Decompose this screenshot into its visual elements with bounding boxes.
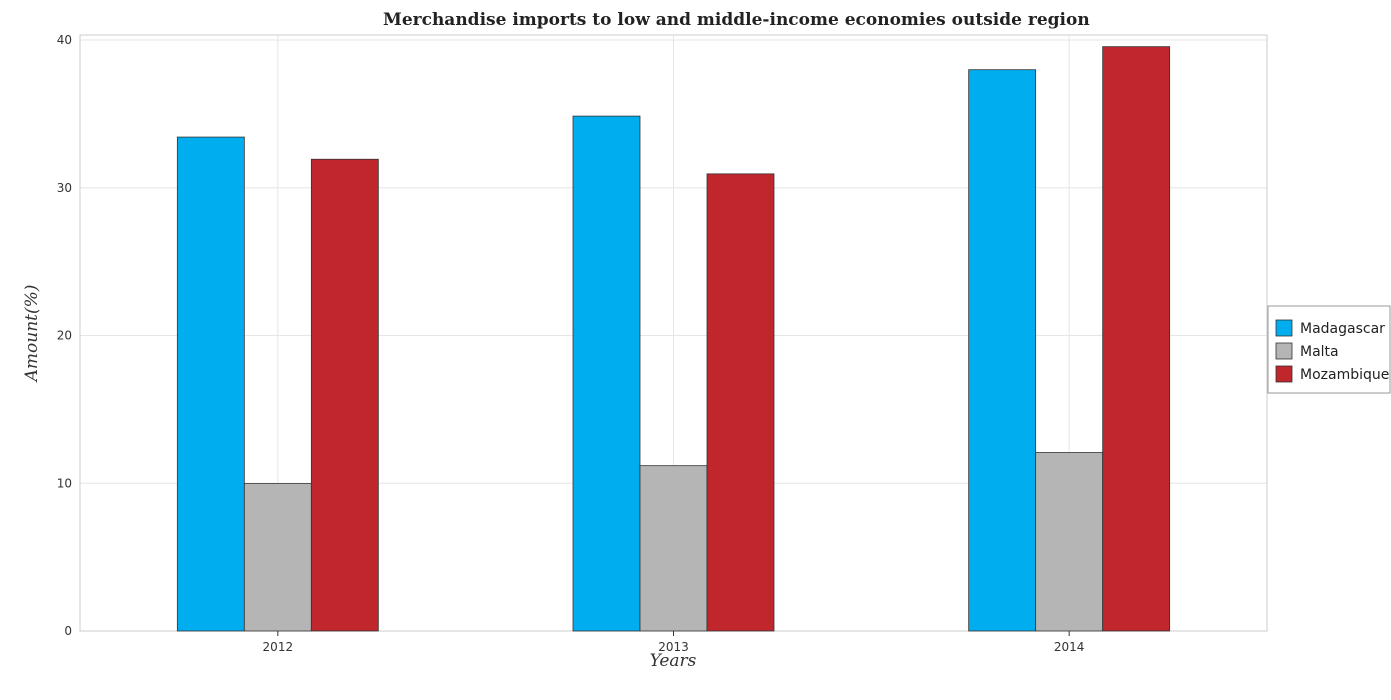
x-tick-label: 2012 [263,640,294,654]
bar-mozambique-2012 [310,158,379,632]
legend-swatch-mozambique [1275,365,1293,383]
y-tick-label: 30 [57,181,72,195]
legend: Madagascar Malta Mozambique [1267,305,1391,394]
chart-title: Merchandise imports to low and middle-in… [383,10,1090,30]
legend-label-malta: Malta [1300,344,1339,360]
bar-malta-2013 [639,465,708,632]
y-tick-label: 10 [57,476,72,490]
x-tick-label: 2013 [658,640,689,654]
bar-madagascar-2012 [176,136,245,632]
bars [176,46,1171,632]
bar-malta-2014 [1035,452,1104,632]
legend-label-mozambique: Mozambique [1300,367,1389,383]
y-ticks: 0 10 20 30 40 [57,33,72,638]
legend-swatch-malta [1275,342,1293,360]
y-tick-label: 20 [57,329,72,343]
y-axis-label: Amount(%) [22,285,42,384]
legend-swatch-madagascar [1275,319,1293,337]
legend-label-madagascar: Madagascar [1300,321,1385,337]
x-ticks: 2012 2013 2014 [263,631,1085,654]
bar-malta-2012 [243,483,312,632]
bar-madagascar-2013 [572,115,641,632]
bar-mozambique-2014 [1102,46,1171,632]
bar-madagascar-2014 [968,69,1037,632]
y-tick-label: 40 [57,33,72,47]
y-tick-label: 0 [64,624,72,638]
x-axis-label: Years [650,651,697,671]
x-tick-label: 2014 [1054,640,1085,654]
bar-mozambique-2013 [706,173,775,632]
